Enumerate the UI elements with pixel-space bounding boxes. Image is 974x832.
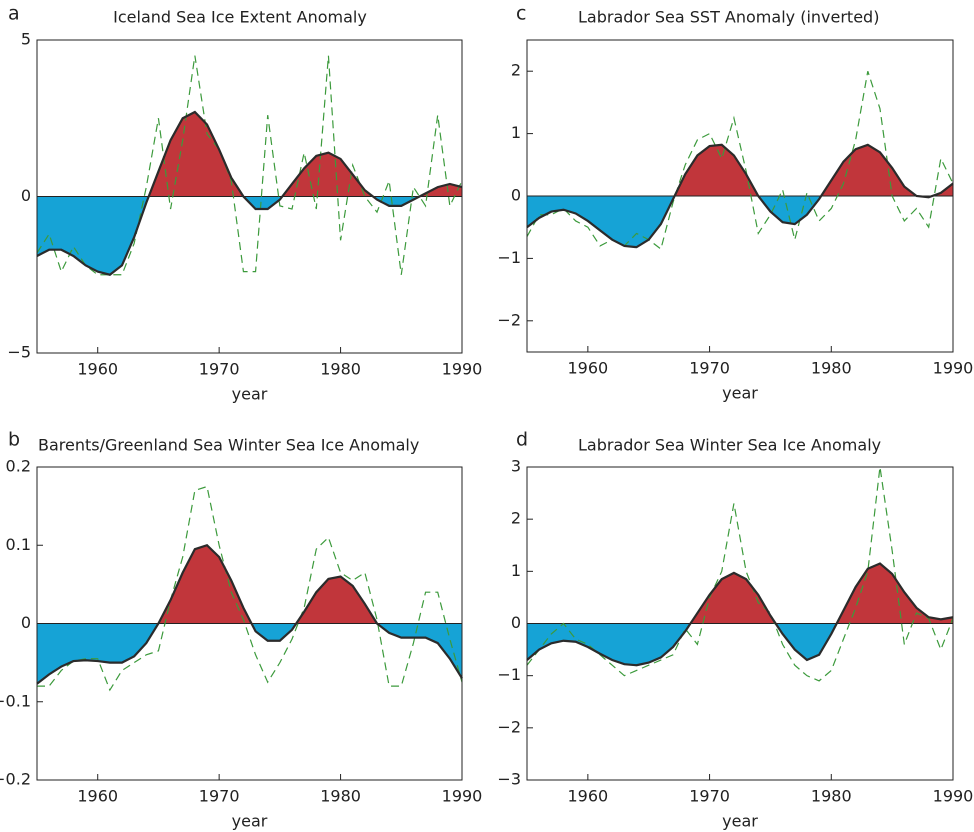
y-tick-label: 1 — [511, 561, 521, 580]
x-axis-label: year — [722, 384, 758, 403]
x-tick-label: 1980 — [320, 360, 361, 379]
y-tick-label: 2 — [511, 509, 521, 528]
x-axis-label: year — [232, 812, 268, 831]
y-tick-label: −1 — [497, 665, 521, 684]
x-tick-label: 1970 — [689, 787, 730, 806]
x-tick-label: 1980 — [320, 787, 361, 806]
smoothed-line — [526, 562, 954, 667]
x-tick-label: 1990 — [442, 787, 483, 806]
y-tick-label: −0.1 — [0, 691, 31, 710]
x-axis-label: year — [232, 385, 268, 404]
y-tick-label: 0.1 — [6, 535, 31, 554]
x-tick-label: 1980 — [811, 787, 852, 806]
y-tick-label: 2 — [511, 61, 521, 80]
x-axis-label: year — [722, 812, 758, 831]
smoothed-line — [36, 110, 463, 276]
anomaly-fill — [821, 144, 917, 196]
anomaly-fill — [37, 623, 159, 684]
raw-line — [37, 485, 463, 692]
anomaly-fill — [148, 111, 244, 197]
chart-title: Labrador Sea SST Anomaly (inverted) — [578, 8, 879, 27]
smoothed-line — [526, 143, 954, 249]
anomaly-fill — [758, 196, 822, 225]
y-tick-label: −2 — [497, 717, 521, 736]
anomaly-fill — [527, 196, 675, 248]
x-tick-label: 1970 — [199, 787, 240, 806]
anomaly-fill — [419, 183, 462, 197]
x-tick-label: 1970 — [199, 360, 240, 379]
anomaly-fill — [527, 623, 691, 666]
panel-letter: c — [516, 3, 526, 25]
anomaly-fill — [674, 144, 759, 196]
y-tick-label: 0 — [21, 613, 31, 632]
raw-line — [526, 466, 954, 682]
anomaly-fill — [932, 183, 953, 196]
panel-letter: d — [516, 429, 528, 451]
x-tick-label: 1980 — [811, 359, 852, 378]
y-tick-label: 0 — [511, 613, 521, 632]
x-tick-label: 1990 — [442, 360, 483, 379]
smoothed-line — [36, 544, 463, 685]
anomaly-fill — [37, 196, 149, 275]
x-tick-label: 1960 — [77, 360, 118, 379]
anomaly-fill — [377, 623, 462, 679]
anomaly-fill — [775, 623, 837, 661]
y-tick-label: 0.2 — [6, 457, 31, 476]
anomaly-fill — [296, 576, 377, 624]
y-tick-label: −1 — [497, 248, 521, 267]
x-tick-label: 1960 — [567, 787, 608, 806]
x-tick-label: 1960 — [77, 787, 118, 806]
y-tick-label: 1 — [511, 123, 521, 142]
y-tick-label: 5 — [21, 30, 31, 49]
anomaly-fill — [158, 545, 252, 624]
panel-letter: a — [8, 3, 20, 25]
y-tick-label: −2 — [497, 310, 521, 329]
x-tick-label: 1990 — [933, 787, 974, 806]
x-tick-label: 1990 — [933, 359, 974, 378]
y-tick-label: −0.2 — [0, 770, 31, 789]
anomaly-fill — [282, 152, 373, 197]
y-tick-label: −3 — [497, 770, 521, 789]
chart-title: Labrador Sea Winter Sea Ice Anomaly — [578, 436, 881, 455]
x-tick-label: 1960 — [567, 359, 608, 378]
x-tick-label: 1970 — [689, 359, 730, 378]
y-tick-label: 3 — [511, 457, 521, 476]
anomaly-fill — [690, 572, 776, 624]
chart-title: Iceland Sea Ice Extent Anomaly — [113, 8, 367, 27]
y-tick-label: 0 — [511, 186, 521, 205]
panel-letter: b — [8, 429, 20, 451]
y-tick-label: −5 — [7, 343, 31, 362]
y-tick-label: 0 — [21, 186, 31, 205]
chart-title: Barents/Greenland Sea Winter Sea Ice Ano… — [38, 436, 419, 455]
raw-line — [526, 71, 954, 251]
